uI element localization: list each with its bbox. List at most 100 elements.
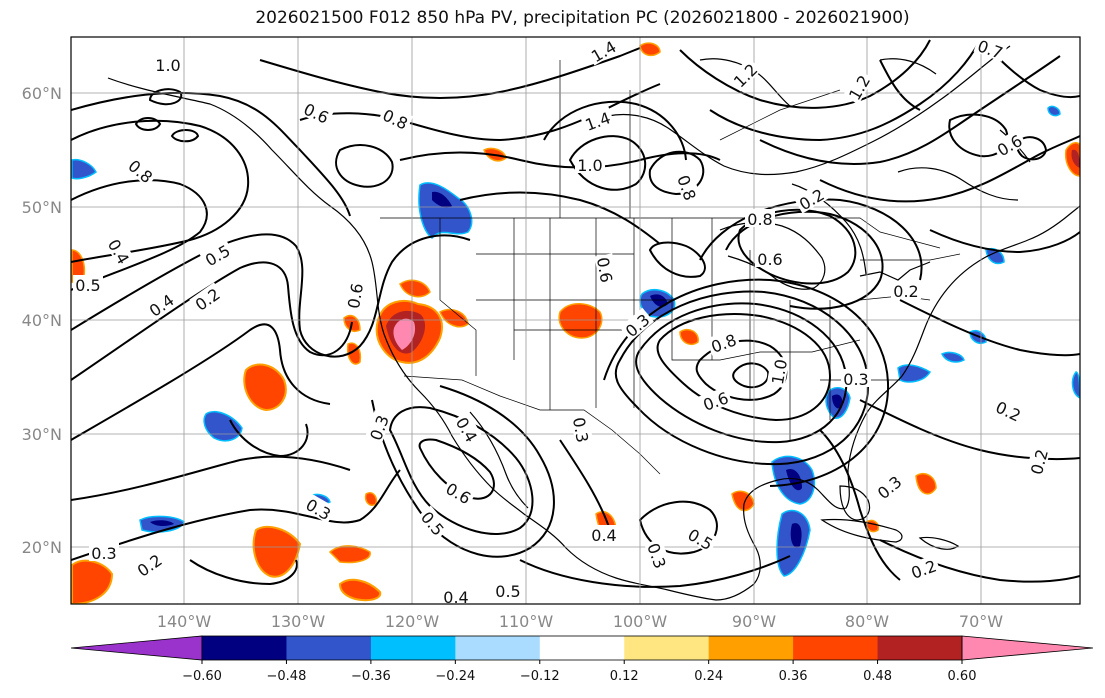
contour-label-bg (342, 279, 366, 312)
lat-label-20: 20°N (22, 538, 62, 557)
lat-label-50: 50°N (22, 198, 62, 217)
lon-label-120: 120°W (385, 612, 440, 631)
contour-label-bg (755, 249, 785, 267)
lon-label-80: 80°W (845, 612, 889, 631)
contour-label-bg (619, 307, 654, 342)
contour-label-bg (493, 581, 523, 599)
colorbar-tick-label: 0.48 (863, 669, 892, 684)
contour-label-bg (793, 182, 829, 214)
lon-label-100: 100°W (613, 612, 668, 631)
contour-label: 0.5 (75, 276, 100, 295)
contour-label: 1.0 (768, 358, 791, 386)
lat-label-60: 60°N (22, 84, 62, 103)
contour-label-bg (871, 469, 906, 504)
lon-label-140: 140°W (157, 612, 212, 631)
contour-label: 0.3 (569, 416, 592, 444)
contour-label-bg (301, 492, 337, 524)
contour-label-bg (378, 103, 414, 133)
contour-label-bg (766, 355, 790, 388)
contour-label: 0.2 (893, 282, 918, 301)
contour-label-bg (706, 328, 741, 356)
contour-label-bg (594, 253, 618, 286)
contour-label: 0.3 (843, 370, 868, 389)
contour-label-bg (441, 587, 471, 604)
colorbar-tick-label: 0.36 (779, 669, 808, 684)
colorbar-segment (455, 636, 541, 660)
contour-label-bg (199, 238, 235, 270)
contour-label: 1.0 (577, 156, 602, 175)
contour-label-bg (89, 543, 119, 561)
contour-label-bg (841, 369, 871, 387)
contour-label-bg (991, 395, 1027, 425)
colorbar-segment (286, 636, 372, 660)
contour-label-bg (143, 288, 179, 321)
contour-label-bg (104, 233, 136, 269)
colorbar-tick-label: −0.48 (267, 669, 307, 684)
contour-label-bg (364, 410, 392, 445)
colorbar-frame (201, 635, 963, 661)
contour-label-bg (1025, 444, 1051, 479)
lon-label-90: 90°W (732, 612, 776, 631)
colorbar-tick-label: −0.60 (182, 669, 222, 684)
colorbar-segment (793, 636, 879, 660)
contour-label-bg (644, 538, 672, 573)
contour-label-bg (580, 106, 615, 134)
contour-label-bg (683, 522, 719, 554)
colorbar: −0.60 −0.48 −0.36 −0.24 −0.12 0.12 0.24 0.36 0.4… (70, 635, 1094, 684)
contour-label-bg (891, 281, 921, 299)
contour-label-bg (973, 37, 1008, 62)
contour-label-bg (124, 153, 159, 188)
colorbar-segment (202, 636, 287, 660)
colorbar-tick-label: −0.36 (351, 669, 391, 684)
contour-label-bg (698, 386, 733, 414)
contour-label-bg (575, 155, 605, 173)
lat-label-40: 40°N (22, 311, 62, 330)
lon-label-70: 70°W (959, 612, 1003, 631)
colorbar-extend-low (70, 635, 203, 661)
colorbar-tick-label: 0.24 (694, 669, 723, 684)
contour-label-bg (674, 170, 702, 205)
contour-label: 0.3 (91, 544, 116, 563)
contour-label-bg (153, 55, 183, 73)
contour-label-bg (416, 505, 451, 540)
colorbar-tick-label: −0.12 (520, 669, 560, 684)
contour-label-bg (131, 548, 167, 581)
contour-label: 0.6 (757, 250, 782, 269)
colorbar-segment (877, 636, 963, 660)
lon-label-130: 130°W (271, 612, 326, 631)
lat-label-30: 30°N (22, 425, 62, 444)
contour-label-bg (73, 275, 103, 293)
colorbar-segment (624, 636, 710, 660)
contour-label-bg (745, 209, 775, 227)
colorbar-extend-high (961, 635, 1094, 661)
map-title: 2026021500 F012 850 hPa PV, precipitatio… (255, 8, 910, 28)
contour-label-bg (842, 69, 874, 105)
colorbar-tick-label: −0.24 (435, 669, 475, 684)
contour-label: 0.4 (591, 526, 616, 545)
graticule (71, 37, 1080, 604)
contour-label-bg (991, 128, 1027, 160)
contour-label-bg (189, 282, 225, 315)
contour-label-bg (589, 525, 619, 543)
contour-label: 0.4 (443, 588, 468, 607)
contour-label-bg (452, 411, 484, 447)
contour-label-bg (906, 554, 941, 582)
coastlines (107, 45, 1080, 601)
contour-label-bg (585, 37, 621, 66)
contour-label-bg (570, 413, 594, 446)
colorbar-tick-label: 0.60 (948, 669, 977, 684)
contour-label: 0.5 (495, 582, 520, 601)
colorbar-segment (539, 636, 625, 660)
map-frame (70, 36, 1081, 605)
contour-label: 0.8 (747, 210, 772, 229)
contour-label: 0.6 (593, 256, 616, 284)
lon-label-110: 110°W (499, 612, 554, 631)
contour-label: 1.0 (155, 56, 180, 75)
colorbar-segment (708, 636, 794, 660)
colorbar-tick-label: 0.12 (610, 669, 639, 684)
colorbar-segment (370, 636, 456, 660)
contour-label: 0.6 (344, 282, 367, 310)
pv-contours (71, 39, 1080, 588)
contour-label-bg (727, 57, 762, 92)
